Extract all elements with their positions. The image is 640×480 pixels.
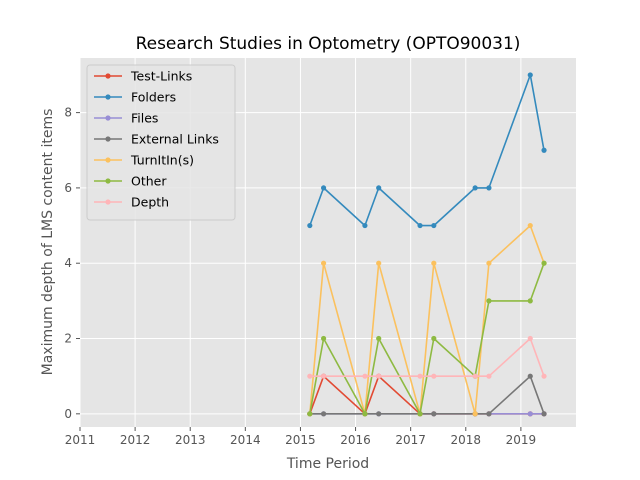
data-point-other (486, 298, 492, 304)
legend-item-depth: Depth (94, 195, 169, 210)
legend-item-external-links: External Links (94, 132, 219, 147)
data-point-depth (376, 373, 382, 379)
data-point-external-links (320, 411, 327, 417)
series-line-folders (309, 74, 545, 227)
data-point-folders (541, 147, 547, 153)
data-point-depth (417, 373, 423, 379)
legend-swatch-marker (105, 199, 111, 205)
legend-item-folders: Folders (94, 90, 176, 105)
legend-swatch-marker (105, 136, 111, 142)
data-point-folders (527, 72, 533, 78)
data-point-folders (362, 222, 368, 229)
data-point-depth (541, 373, 547, 379)
data-point-files (527, 411, 533, 417)
x-tick-label: 2013 (175, 433, 206, 447)
data-point-folders (307, 222, 313, 229)
y-tick-label: 6 (64, 181, 72, 195)
data-point-turnitin-s (472, 411, 478, 417)
legend-label: Other (131, 174, 167, 189)
x-tick-label: 2017 (395, 433, 426, 447)
x-tick-label: 2012 (120, 433, 151, 447)
legend-swatch-marker (105, 73, 111, 79)
y-tick-label: 8 (64, 106, 72, 120)
data-point-external-links (527, 373, 533, 379)
x-tick-label: 2019 (506, 433, 537, 447)
series-line-external-links (309, 375, 545, 415)
data-point-depth (320, 373, 327, 379)
y-tick-label: 4 (64, 256, 72, 270)
x-tick-label: 2018 (451, 433, 482, 447)
data-point-external-links (486, 411, 492, 417)
data-point-external-links (541, 411, 547, 417)
data-point-folders (472, 185, 478, 191)
data-point-other (527, 298, 533, 304)
x-tick-label: 2014 (230, 433, 261, 447)
chart-title: Research Studies in Optometry (OPTO90031… (136, 34, 521, 54)
legend-label: Folders (131, 90, 176, 105)
data-point-other (307, 411, 313, 417)
legend-label: Files (131, 111, 158, 126)
legend-item-test-links: Test-Links (94, 69, 192, 84)
legend-swatch-marker (105, 94, 111, 100)
data-point-depth (431, 373, 437, 379)
legend-label: External Links (131, 132, 219, 147)
data-point-folders (320, 185, 327, 191)
data-point-other (417, 411, 423, 417)
axes: 2011 2012 2013 2014 2015 2016 2017 2018 2019 0 2 4 6… (64, 106, 536, 447)
data-point-turnitin-s (527, 222, 533, 229)
data-point-folders (486, 185, 492, 191)
data-point-other (431, 335, 437, 342)
data-point-depth (362, 373, 368, 379)
y-axis-label: Maximum depth of LMS content items (40, 109, 56, 376)
data-point-other (541, 260, 547, 266)
data-point-turnitin-s (486, 260, 492, 266)
data-point-depth (307, 373, 313, 379)
x-axis-label: Time Period (286, 456, 369, 472)
legend-swatch-marker (105, 157, 111, 163)
legend-label: Test-Links (130, 69, 192, 84)
data-point-other (362, 411, 368, 417)
data-point-folders (376, 185, 382, 191)
data-point-depth (486, 373, 492, 379)
x-tick-label: 2011 (65, 433, 96, 447)
legend-item-turnitin-s: TurnItIn(s) (94, 153, 194, 168)
data-point-depth (527, 335, 533, 342)
data-point-other (320, 335, 327, 342)
data-point-folders (431, 222, 437, 229)
data-point-other (376, 335, 382, 342)
data-point-external-links (431, 411, 437, 417)
x-tick-label: 2016 (340, 433, 371, 447)
data-point-turnitin-s (320, 260, 327, 266)
y-tick-label: 2 (64, 332, 72, 346)
legend-item-other: Other (94, 174, 167, 189)
series-line-turnitin-s (309, 224, 545, 415)
y-tick-label: 0 (64, 407, 72, 421)
data-point-depth (472, 373, 478, 379)
data-point-folders (417, 222, 423, 229)
legend-box (86, 64, 236, 221)
series-depth (307, 335, 547, 379)
data-point-external-links (376, 411, 382, 417)
series-layer (307, 72, 547, 417)
legend: Test-Links Folders Files External Links Turn… (86, 64, 236, 221)
series-line-depth (309, 337, 545, 378)
x-tick-label: 2015 (285, 433, 316, 447)
legend-item-files: Files (94, 111, 158, 126)
legend-swatch-marker (105, 178, 111, 184)
legend-label: Depth (131, 195, 169, 210)
data-point-turnitin-s (431, 260, 437, 266)
legend-label: TurnItIn(s) (130, 153, 194, 168)
series-folders (307, 72, 547, 229)
data-point-turnitin-s (376, 260, 382, 266)
legend-swatch-marker (105, 115, 111, 121)
